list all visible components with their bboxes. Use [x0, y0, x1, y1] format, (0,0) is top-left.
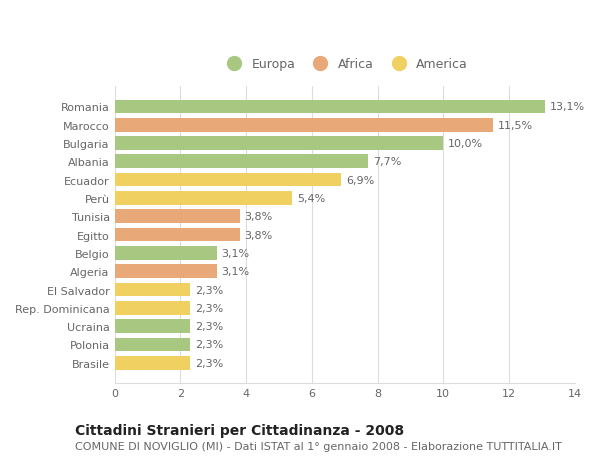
- Text: 6,9%: 6,9%: [346, 175, 374, 185]
- Legend: Europa, Africa, America: Europa, Africa, America: [218, 55, 472, 75]
- Bar: [115, 174, 341, 187]
- Text: 2,3%: 2,3%: [195, 285, 223, 295]
- Text: 3,1%: 3,1%: [221, 267, 250, 277]
- Text: 3,8%: 3,8%: [244, 212, 272, 222]
- Bar: [115, 137, 443, 151]
- Text: 2,3%: 2,3%: [195, 303, 223, 313]
- Text: 3,1%: 3,1%: [221, 248, 250, 258]
- Bar: [115, 265, 217, 279]
- Text: 11,5%: 11,5%: [497, 120, 533, 130]
- Bar: [115, 155, 368, 169]
- Bar: [115, 301, 190, 315]
- Text: Cittadini Stranieri per Cittadinanza - 2008: Cittadini Stranieri per Cittadinanza - 2…: [75, 423, 404, 437]
- Text: 10,0%: 10,0%: [448, 139, 484, 149]
- Text: 2,3%: 2,3%: [195, 321, 223, 331]
- Bar: [115, 100, 545, 114]
- Bar: [115, 246, 217, 260]
- Bar: [115, 319, 190, 333]
- Bar: [115, 356, 190, 370]
- Bar: [115, 228, 239, 242]
- Text: 2,3%: 2,3%: [195, 340, 223, 350]
- Bar: [115, 283, 190, 297]
- Bar: [115, 118, 493, 132]
- Text: COMUNE DI NOVIGLIO (MI) - Dati ISTAT al 1° gennaio 2008 - Elaborazione TUTTITALI: COMUNE DI NOVIGLIO (MI) - Dati ISTAT al …: [75, 441, 562, 451]
- Text: 5,4%: 5,4%: [297, 194, 325, 203]
- Text: 13,1%: 13,1%: [550, 102, 585, 112]
- Bar: [115, 338, 190, 352]
- Bar: [115, 210, 239, 224]
- Text: 2,3%: 2,3%: [195, 358, 223, 368]
- Text: 7,7%: 7,7%: [373, 157, 401, 167]
- Bar: [115, 192, 292, 205]
- Text: 3,8%: 3,8%: [244, 230, 272, 240]
